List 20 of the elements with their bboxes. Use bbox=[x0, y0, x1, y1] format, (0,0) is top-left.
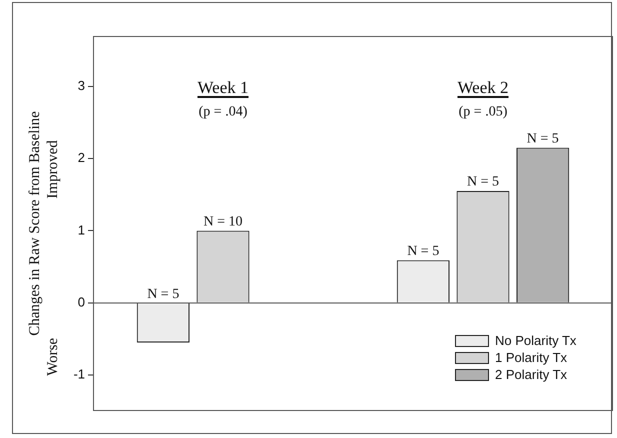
annotation: N = 5 bbox=[407, 244, 440, 259]
text: Improved bbox=[44, 140, 61, 199]
annotation: N = 5 bbox=[147, 287, 180, 302]
legend-label: 1 Polarity Tx bbox=[495, 350, 568, 365]
annotation: (p = .04) bbox=[198, 104, 248, 120]
annotation: (p = .05) bbox=[458, 104, 508, 120]
y-tick-label: -1 bbox=[73, 366, 85, 382]
annotation: N = 5 bbox=[466, 174, 500, 190]
x-tick-label: Week 2 bbox=[457, 78, 509, 98]
y-tick-label: 1 bbox=[78, 222, 85, 238]
legend-label: 2 Polarity Tx bbox=[495, 367, 568, 382]
y-tick-label: 3 bbox=[78, 78, 85, 94]
x-tick-label: Week 1 bbox=[197, 78, 249, 98]
y-axis-title: Changes in Raw Score from Baseline bbox=[26, 110, 43, 336]
annotation: N = 5 bbox=[526, 131, 559, 146]
annotation: N = 10 bbox=[203, 214, 243, 230]
y-tick-label: 0 bbox=[78, 294, 85, 310]
legend-label: No Polarity Tx bbox=[495, 333, 576, 348]
y-tick-label: 2 bbox=[78, 150, 85, 166]
text: Worse bbox=[44, 338, 61, 376]
